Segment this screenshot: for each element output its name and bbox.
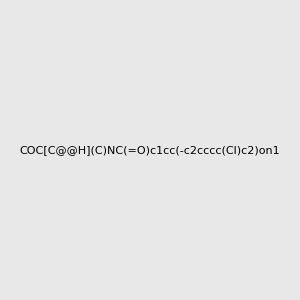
Text: COC[C@@H](C)NC(=O)c1cc(-c2cccc(Cl)c2)on1: COC[C@@H](C)NC(=O)c1cc(-c2cccc(Cl)c2)on1 <box>20 145 280 155</box>
